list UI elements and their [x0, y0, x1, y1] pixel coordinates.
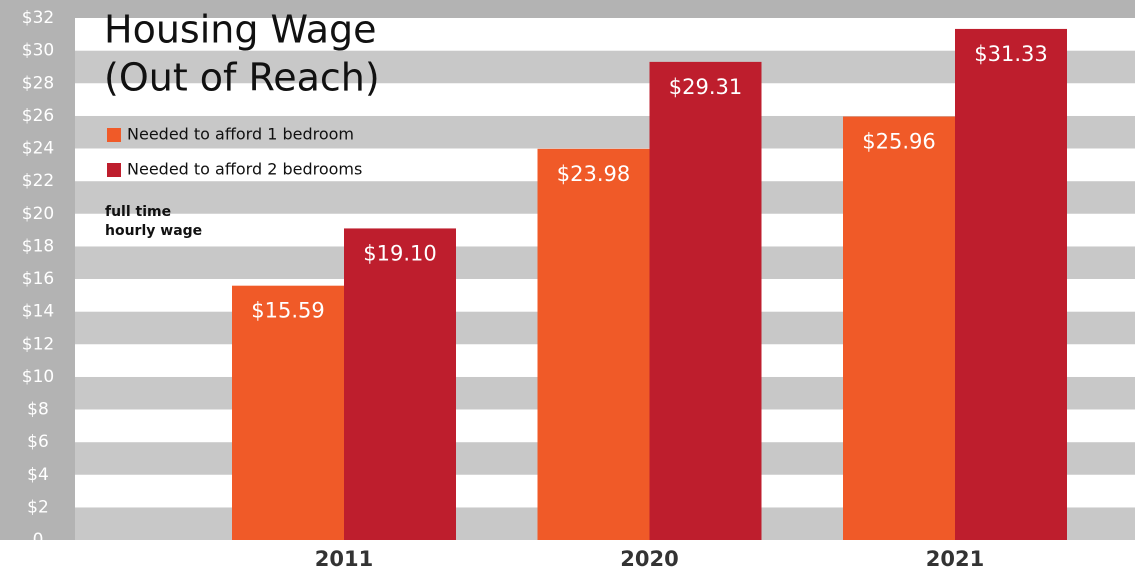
x-tick-label: 2020 — [620, 547, 678, 571]
top-band — [0, 0, 1135, 18]
bar — [843, 116, 955, 540]
y-tick-label: 0 — [33, 530, 44, 550]
y-tick-label: $24 — [22, 139, 54, 159]
bar — [537, 148, 650, 541]
value-label: $31.33 — [974, 42, 1047, 66]
value-label: $23.98 — [557, 162, 630, 186]
x-tick-label: 2011 — [315, 547, 373, 571]
y-tick-label: $12 — [22, 334, 54, 354]
annotation: full time — [105, 204, 171, 220]
y-tick-label: $30 — [22, 41, 54, 61]
value-label: $19.10 — [363, 241, 436, 265]
y-tick-label: $28 — [22, 73, 54, 93]
bar — [232, 285, 344, 540]
y-tick-label: $8 — [27, 400, 49, 420]
y-tick-label: $20 — [22, 204, 54, 224]
legend-swatch — [107, 128, 121, 142]
y-tick-label: $6 — [27, 432, 49, 452]
bar — [955, 28, 1067, 540]
y-tick-label: $26 — [22, 106, 54, 126]
y-tick-label: $18 — [22, 236, 54, 256]
y-tick-label: $14 — [22, 302, 54, 322]
value-label: $29.31 — [669, 75, 742, 99]
chart-title: Housing Wage — [104, 8, 376, 52]
legend-swatch — [107, 163, 121, 177]
legend-label: Needed to afford 2 bedrooms — [127, 160, 362, 179]
chart-title: (Out of Reach) — [104, 56, 380, 100]
axis-band — [0, 0, 75, 540]
y-tick-label: $16 — [22, 269, 54, 289]
y-tick-label: $32 — [22, 8, 54, 28]
y-tick-label: $22 — [22, 171, 54, 191]
x-tick-label: 2021 — [926, 547, 984, 571]
value-label: $15.59 — [251, 299, 324, 323]
annotation: hourly wage — [105, 223, 202, 239]
bar — [344, 228, 456, 540]
y-tick-label: $2 — [27, 497, 49, 517]
y-tick-label: $4 — [27, 465, 49, 485]
y-tick-label: $10 — [22, 367, 54, 387]
bar — [649, 61, 762, 541]
legend-label: Needed to afford 1 bedroom — [127, 125, 354, 144]
value-label: $25.96 — [862, 130, 935, 154]
